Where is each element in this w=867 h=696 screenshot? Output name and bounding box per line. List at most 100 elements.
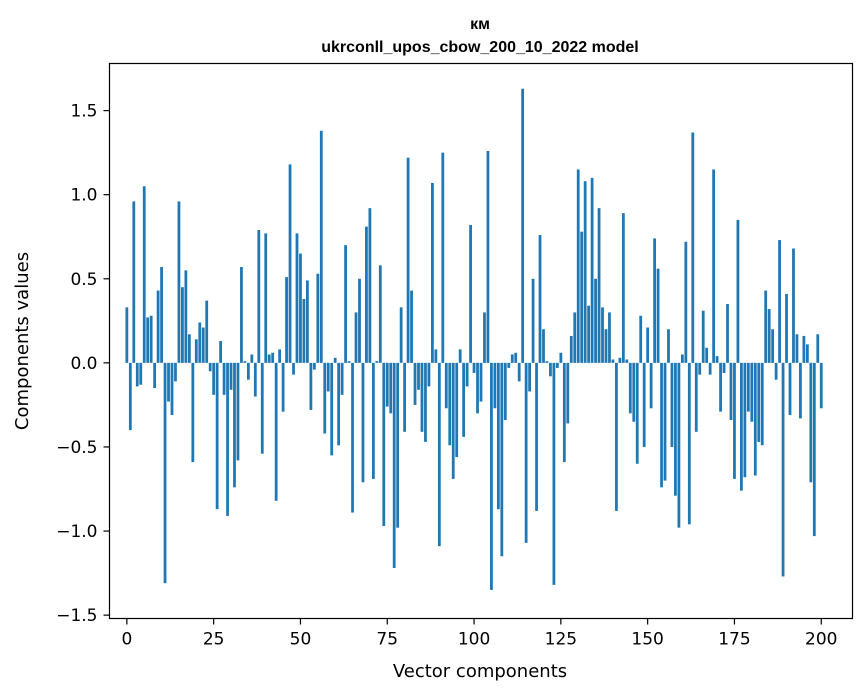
x-tick-label: 150 xyxy=(631,630,663,650)
bar xyxy=(510,354,514,363)
bar xyxy=(451,362,455,479)
bar xyxy=(135,362,139,387)
bar xyxy=(177,201,181,363)
bar xyxy=(642,362,646,447)
bar xyxy=(552,362,556,585)
bar xyxy=(260,362,264,454)
bar xyxy=(615,362,618,511)
bar xyxy=(774,362,778,380)
bar xyxy=(128,362,132,431)
bar xyxy=(288,164,292,363)
bar xyxy=(486,150,490,363)
bar xyxy=(358,278,361,363)
bar xyxy=(417,362,420,390)
bar xyxy=(444,362,448,409)
y-tick-label: −1.0 xyxy=(56,522,97,542)
bar xyxy=(410,290,413,363)
bar xyxy=(330,362,334,456)
bar xyxy=(312,362,316,370)
bar xyxy=(576,169,580,363)
bar xyxy=(705,347,709,363)
bar xyxy=(621,213,625,363)
bar xyxy=(618,357,622,363)
bar xyxy=(205,300,209,363)
bar xyxy=(337,362,341,446)
bar xyxy=(427,362,431,387)
bar xyxy=(514,352,518,363)
bar xyxy=(389,362,393,414)
chart-subtitle: ukrconll_upos_cbow_200_10_2022 model xyxy=(321,39,638,56)
bar xyxy=(587,305,591,363)
bars-group xyxy=(125,88,823,590)
bar xyxy=(646,327,650,363)
bar xyxy=(708,362,712,375)
bar xyxy=(597,208,601,363)
y-tick-label: −0.5 xyxy=(56,438,97,458)
bar xyxy=(170,362,174,415)
bar xyxy=(156,290,160,363)
y-axis: −1.5 −1.0 −0.5 0.0 0.5 1.0 1.5 xyxy=(56,102,110,626)
bar xyxy=(760,362,764,446)
x-tick-label: 25 xyxy=(203,630,225,650)
x-tick-label: 0 xyxy=(121,630,132,650)
x-tick-label: 50 xyxy=(290,630,312,650)
bar xyxy=(396,362,400,528)
bar xyxy=(246,362,250,380)
bar xyxy=(184,270,188,363)
bar xyxy=(201,327,205,363)
bar xyxy=(198,322,202,363)
bar xyxy=(378,265,382,363)
bar xyxy=(215,362,219,510)
bar xyxy=(521,88,525,363)
x-tick-label: 100 xyxy=(458,630,490,650)
bar xyxy=(503,362,507,421)
bar xyxy=(250,354,254,363)
bar xyxy=(455,362,459,458)
bar xyxy=(750,362,754,422)
bar xyxy=(767,309,771,363)
bar xyxy=(274,362,278,501)
bar xyxy=(476,362,479,414)
bar xyxy=(611,359,615,363)
bar xyxy=(365,226,368,363)
bar xyxy=(549,362,552,377)
bar xyxy=(278,349,282,363)
y-tick-label: 0.0 xyxy=(70,354,97,374)
bar xyxy=(632,362,636,422)
bar xyxy=(590,177,594,363)
y-tick-label: 0.5 xyxy=(70,270,97,290)
bar xyxy=(802,335,806,363)
bar xyxy=(542,329,545,363)
bar xyxy=(500,362,504,557)
plot-frame xyxy=(108,62,854,620)
bar xyxy=(694,362,698,432)
bar xyxy=(674,362,677,496)
bar xyxy=(267,354,271,363)
bar xyxy=(319,130,323,363)
bar xyxy=(715,356,719,363)
bar xyxy=(656,268,660,363)
bar xyxy=(604,329,608,363)
bar xyxy=(608,312,611,363)
bar xyxy=(344,245,347,363)
bar xyxy=(448,362,452,446)
bar xyxy=(799,362,802,419)
bar xyxy=(153,362,157,389)
bar xyxy=(149,315,153,363)
bar xyxy=(306,280,309,363)
bar xyxy=(507,362,511,368)
bar xyxy=(125,307,129,363)
bar xyxy=(594,278,597,363)
bar xyxy=(493,362,497,409)
bar xyxy=(722,362,726,373)
bar xyxy=(691,132,695,363)
bar xyxy=(566,362,570,424)
bar xyxy=(792,248,795,363)
x-axis-label: Vector components xyxy=(393,661,567,682)
bar xyxy=(698,362,702,375)
bar xyxy=(420,362,424,432)
bar xyxy=(441,152,445,363)
x-tick-label: 75 xyxy=(376,630,398,650)
bar xyxy=(601,307,604,363)
bar xyxy=(191,362,195,463)
